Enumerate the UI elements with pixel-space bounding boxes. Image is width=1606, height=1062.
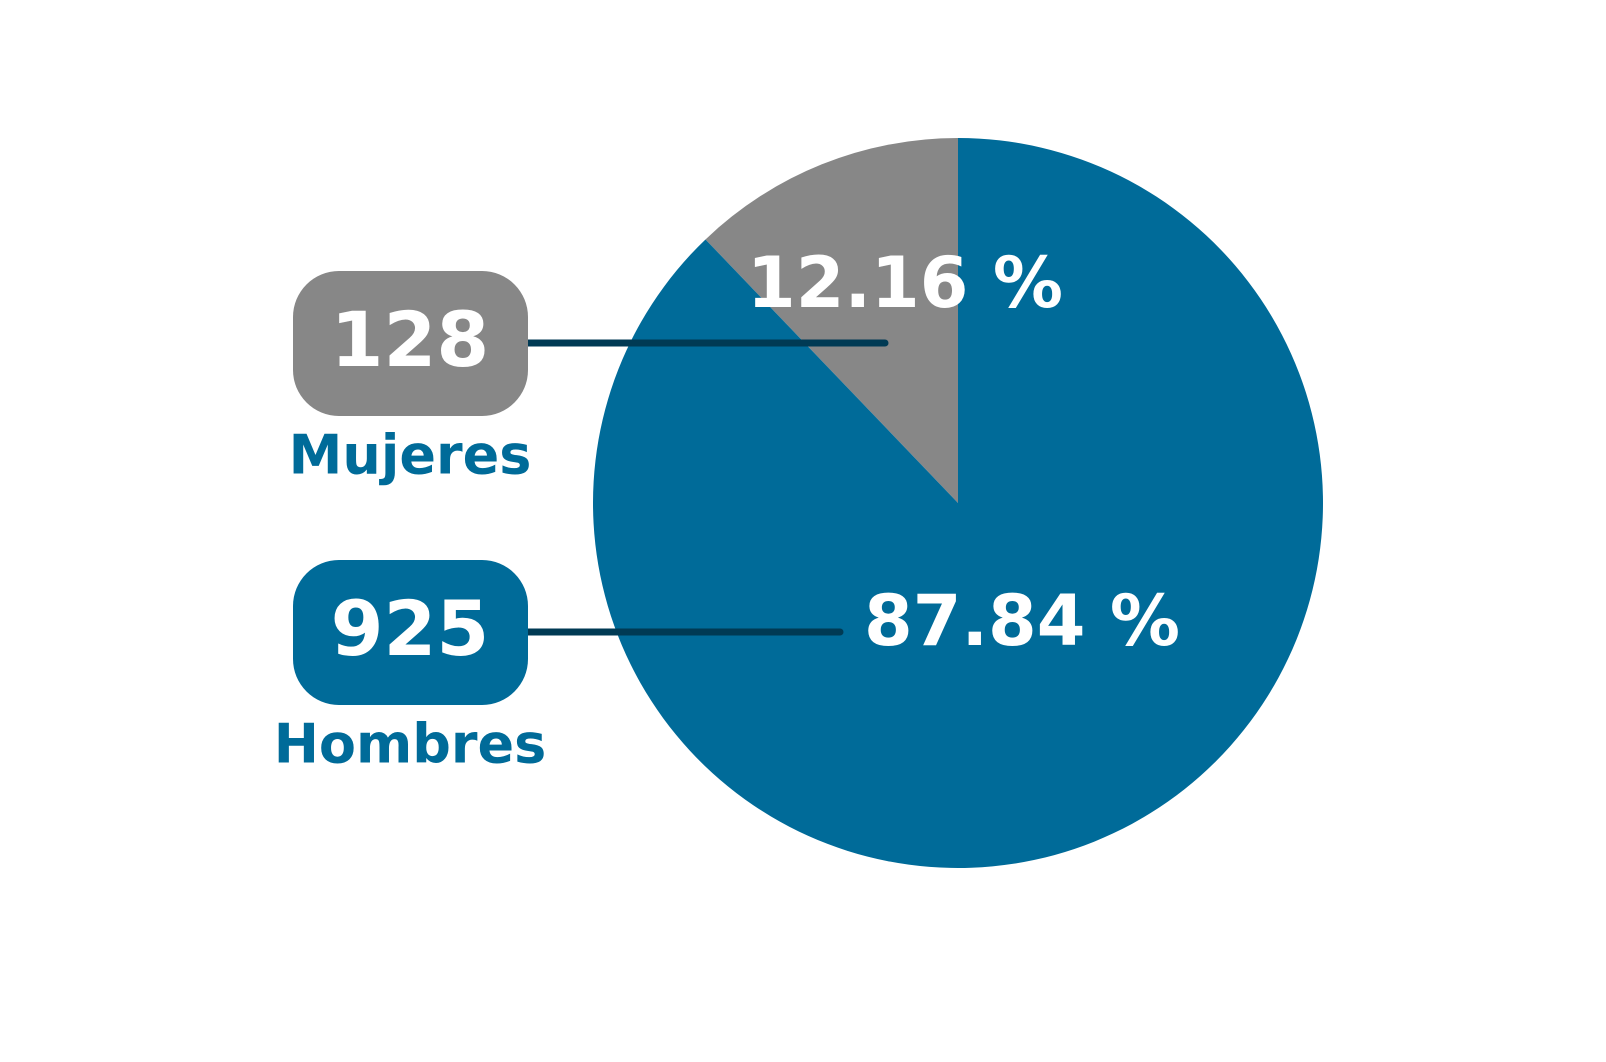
count-box bbox=[293, 560, 528, 705]
value-label: 87.84 % bbox=[864, 580, 1180, 662]
pie-slice bbox=[705, 138, 958, 503]
category-label: Hombres bbox=[274, 713, 547, 776]
count-label: 128 bbox=[331, 295, 490, 384]
value-label: 12.16 % bbox=[747, 242, 1063, 324]
count-box bbox=[293, 271, 528, 416]
pie-slice bbox=[592, 138, 1323, 869]
category-label: Mujeres bbox=[289, 424, 532, 487]
count-label: 925 bbox=[331, 584, 490, 673]
